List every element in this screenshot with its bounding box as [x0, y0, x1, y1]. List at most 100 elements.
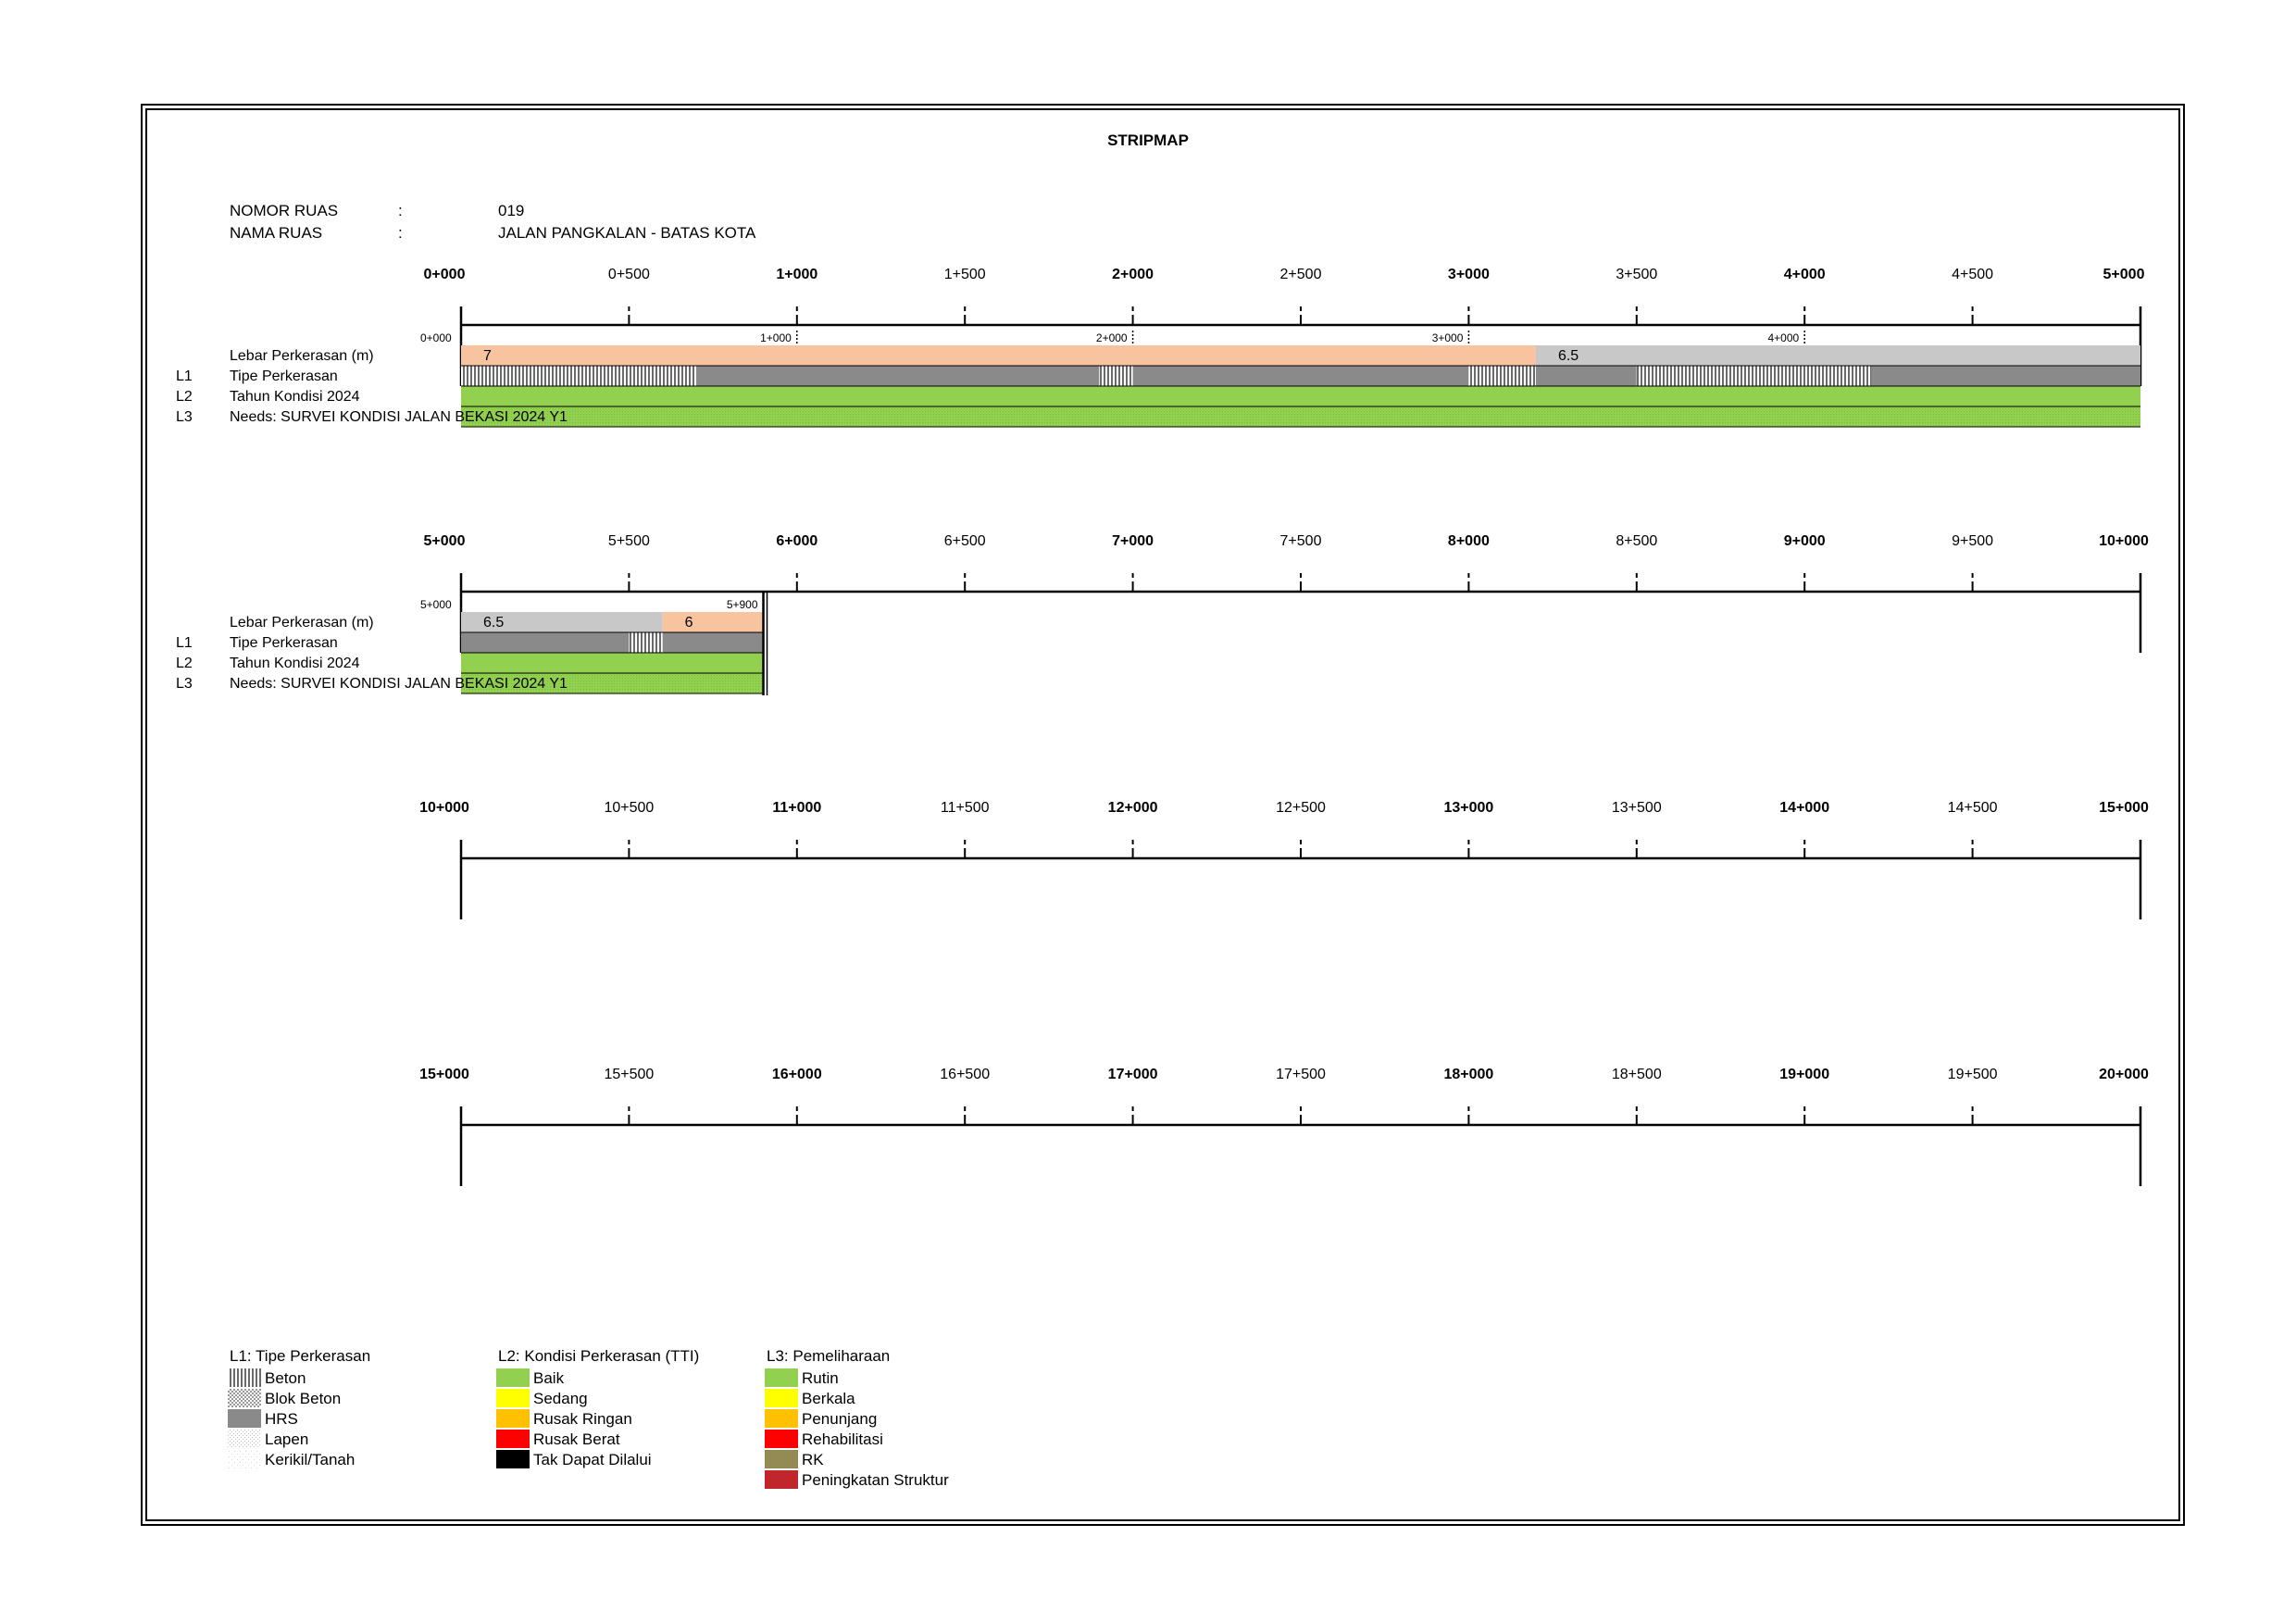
ruler-label: 3+000: [1448, 267, 1490, 282]
width-value: 6.5: [1558, 348, 1578, 364]
ruler-label: 5+000: [2103, 267, 2145, 282]
ruler-label: 20+000: [2099, 1067, 2149, 1082]
legend-swatch: [765, 1470, 798, 1489]
pavement-type-segment: [695, 366, 1100, 386]
ruler-label: 10+000: [2099, 533, 2149, 549]
strip-3: 10+000 10+500 11+000 11+500 12+000 12+500 13+0…: [419, 800, 2149, 919]
row-label-l1: Tipe Perkerasan: [230, 369, 338, 384]
pavement-type-segment: [662, 632, 764, 653]
legend-label: Tak Dapat Dilalui: [533, 1451, 652, 1468]
ruler-label: 7+000: [1112, 533, 1154, 549]
legend-label: Rusak Berat: [533, 1430, 620, 1448]
legend-label: Berkala: [802, 1390, 855, 1407]
ruler-label: 6+000: [776, 533, 817, 549]
ruler-label: 10+500: [604, 800, 654, 816]
ruler-label: 17+000: [1108, 1067, 1158, 1082]
ruler-label: 12+500: [1276, 800, 1326, 816]
strips-layer: 0+000 0+500 1+000 1+500 2+000 2+500 3+000 3+500…: [176, 267, 2149, 1186]
width-segment: [1535, 345, 2140, 366]
legend-layer: L1: Tipe Perkerasan Beton Blok Beton HRS Lap…: [228, 1347, 949, 1489]
km-marker-label: 1+000: [760, 331, 792, 344]
row-code: L3: [176, 409, 193, 425]
legend-label: Rusak Ringan: [533, 1410, 632, 1428]
legend-swatch: [765, 1389, 798, 1407]
km-marker-label: 5+000: [420, 598, 452, 611]
ruler-label: 5+500: [608, 533, 650, 549]
legend-label: HRS: [265, 1410, 298, 1428]
legend-label: Kerikil/Tanah: [265, 1451, 355, 1468]
strip-1: 0+000 0+500 1+000 1+500 2+000 2+500 3+000 3+500…: [176, 267, 2145, 428]
ruler-label: 8+500: [1616, 533, 1657, 549]
ruler-label: 1+500: [944, 267, 986, 282]
legend-swatch: [496, 1368, 530, 1387]
legend-swatch: [496, 1430, 530, 1448]
ruler-label: 18+500: [1612, 1067, 1662, 1082]
legend-title: L1: Tipe Perkerasan: [230, 1347, 370, 1365]
legend-swatch: [765, 1430, 798, 1448]
km-marker-label: 2+000: [1096, 331, 1128, 344]
legend-title: L3: Pemeliharaan: [767, 1347, 890, 1365]
pavement-type-segment: [461, 632, 630, 653]
width-segment: [461, 345, 1536, 366]
legend-swatch: [496, 1450, 530, 1468]
row-label-l3: Needs: SURVEI KONDISI JALAN BEKASI 2024 …: [230, 409, 568, 425]
ruler-label: 10+000: [419, 800, 469, 816]
legend-swatch: [496, 1389, 530, 1407]
legend-label: Rutin: [802, 1369, 839, 1387]
legend-swatch: [496, 1409, 530, 1428]
ruler-label: 8+000: [1448, 533, 1490, 549]
ruler-label: 16+500: [940, 1067, 990, 1082]
ruler-label: 5+000: [424, 533, 466, 549]
ruler-label: 1+000: [776, 267, 817, 282]
width-value: 7: [483, 348, 492, 364]
pavement-type-segment: [461, 366, 696, 386]
row-code: L2: [176, 656, 193, 671]
legend-label: Rehabilitasi: [802, 1430, 883, 1448]
legend-swatch: [228, 1430, 261, 1448]
ruler-label: 11+500: [941, 800, 990, 816]
ruler-label: 14+500: [1948, 800, 1998, 816]
legend-label: RK: [802, 1451, 824, 1468]
ruler-label: 15+000: [419, 1067, 469, 1082]
ruler-label: 3+500: [1616, 267, 1657, 282]
page-title: STRIPMAP: [1107, 131, 1189, 149]
legend-label: Penunjang: [802, 1410, 877, 1428]
legend-title: L2: Kondisi Perkerasan (TTI): [498, 1347, 699, 1365]
row-code: L3: [176, 676, 193, 692]
pavement-type-segment: [1636, 366, 1872, 386]
width-segment: [461, 612, 663, 632]
legend-swatch: [765, 1368, 798, 1387]
legend-label: Beton: [265, 1369, 306, 1387]
width-value: 6: [685, 615, 693, 631]
ruler-label: 6+500: [944, 533, 986, 549]
ruler-label: 18+000: [1443, 1067, 1493, 1082]
ruler-label: 9+000: [1784, 533, 1826, 549]
ruler-label: 0+000: [424, 267, 466, 282]
row-label-l1: Tipe Perkerasan: [230, 635, 338, 651]
strip-4: 15+000 15+500 16+000 16+500 17+000 17+500 18+0…: [419, 1067, 2149, 1186]
ruler-label: 15+000: [2099, 800, 2149, 816]
page-frame-outer: [141, 104, 2185, 1526]
nama-ruas-colon: :: [398, 224, 403, 242]
nama-ruas-value: JALAN PANGKALAN - BATAS KOTA: [498, 224, 756, 242]
pavement-type-segment: [1871, 366, 2140, 386]
ruler-label: 16+000: [772, 1067, 822, 1082]
row-label-lebar: Lebar Perkerasan (m): [230, 348, 374, 364]
row-code: L1: [176, 635, 193, 651]
legend-label: Blok Beton: [265, 1390, 341, 1407]
needs-segment: [461, 673, 764, 693]
strip-2: 5+000 5+500 6+000 6+500 7+000 7+500 8+000 8+500…: [176, 533, 2149, 695]
nomor-ruas-colon: :: [398, 202, 403, 219]
nomor-ruas-value: 019: [498, 202, 525, 219]
km-marker-label: 4+000: [1767, 331, 1799, 344]
ruler-label: 19+000: [1779, 1067, 1829, 1082]
ruler-label: 0+500: [608, 267, 650, 282]
pavement-type-segment: [629, 632, 663, 653]
legend-swatch: [228, 1389, 261, 1407]
ruler-label: 4+000: [1784, 267, 1826, 282]
ruler-label: 14+000: [1779, 800, 1829, 816]
km-marker-label: 3+000: [1432, 331, 1464, 344]
km-marker-label: 5+900: [727, 598, 758, 611]
pavement-type-segment: [1535, 366, 1637, 386]
